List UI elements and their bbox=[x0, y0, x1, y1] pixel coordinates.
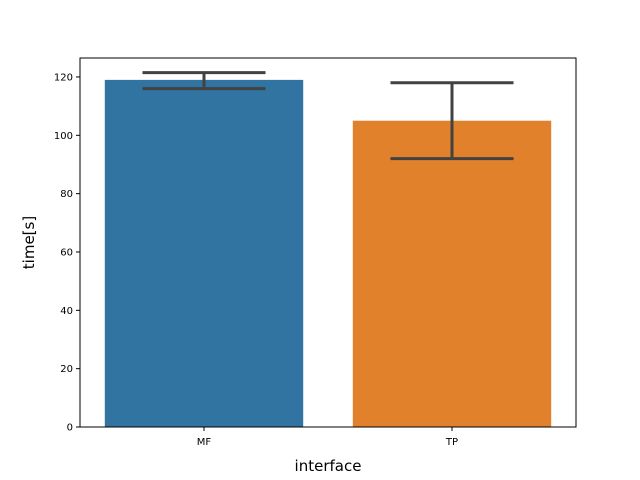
bars-layer bbox=[104, 79, 552, 427]
y-tick-label: 20 bbox=[60, 364, 73, 375]
errorbars-layer bbox=[142, 71, 514, 161]
y-tick-label: 120 bbox=[54, 72, 73, 83]
x-axis: MF TP bbox=[197, 427, 458, 448]
y-tick-label: 0 bbox=[67, 423, 73, 434]
x-tick-label: TP bbox=[445, 437, 458, 448]
x-axis-label: interface bbox=[295, 457, 362, 475]
y-tick-label: 60 bbox=[60, 247, 73, 258]
y-tick-label: 100 bbox=[54, 131, 73, 142]
y-axis: 0 20 40 60 80 100 120 bbox=[54, 72, 80, 434]
y-tick-label: 80 bbox=[60, 189, 73, 200]
bar-mf bbox=[104, 79, 304, 427]
y-axis-label: time[s] bbox=[20, 216, 38, 269]
plot-frame bbox=[79, 57, 577, 428]
x-tick-label: MF bbox=[197, 437, 212, 448]
y-tick-label: 40 bbox=[60, 306, 73, 317]
bar-tp bbox=[352, 120, 552, 427]
